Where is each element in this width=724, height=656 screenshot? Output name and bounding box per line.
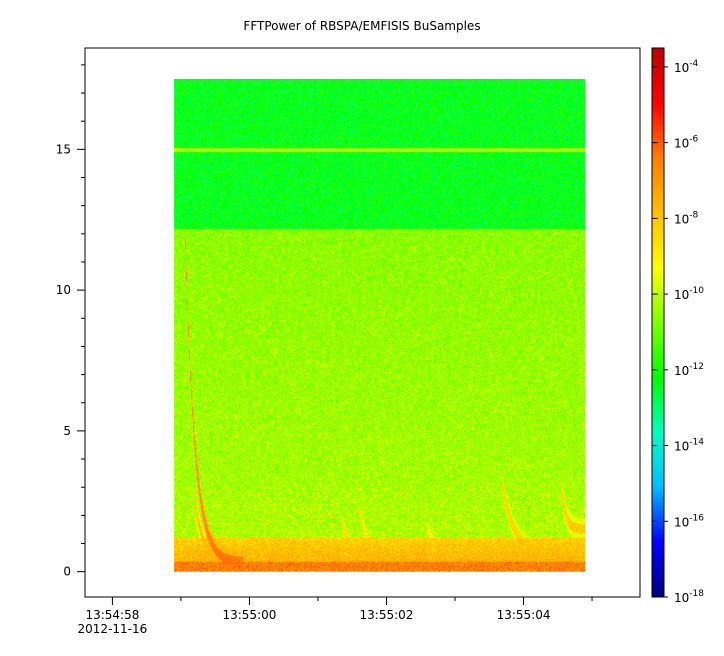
colorbar-gradient bbox=[652, 48, 664, 597]
x-tick-label: 13:54:58 bbox=[85, 608, 139, 622]
colorbar-ticks: 10-4 10-6 10-8 10-10 10-12 10-14 10-16 10-18 bbox=[652, 59, 704, 605]
colorbar: 10-4 10-6 10-8 10-10 10-12 10-14 10-16 10-18 bbox=[651, 47, 704, 605]
x-tick-label: 13:55:00 bbox=[222, 608, 276, 622]
y-axis: 0 5 10 15 bbox=[56, 64, 85, 579]
colorbar-tick-label: 10-16 bbox=[674, 513, 704, 529]
colorbar-tick-label: 10-4 bbox=[674, 59, 699, 75]
chart-title: FFTPower of RBSPA/EMFISIS BuSamples bbox=[243, 19, 480, 33]
colorbar-tick-label: 10-14 bbox=[674, 438, 704, 454]
y-tick-label: 5 bbox=[63, 424, 71, 438]
spectrogram-image bbox=[174, 79, 586, 572]
x-tick-label: 13:55:04 bbox=[497, 608, 551, 622]
y-tick-label: 10 bbox=[56, 283, 71, 297]
colorbar-tick-label: 10-8 bbox=[674, 210, 699, 226]
x-tick-sublabel: 2012-11-16 bbox=[78, 622, 148, 636]
colorbar-tick-label: 10-10 bbox=[674, 286, 704, 302]
colorbar-tick-label: 10-6 bbox=[674, 135, 699, 151]
y-tick-label: 0 bbox=[63, 565, 71, 579]
y-tick-label: 15 bbox=[56, 142, 71, 156]
x-tick-label: 13:55:02 bbox=[360, 608, 414, 622]
spectrogram-raster bbox=[174, 79, 586, 572]
colorbar-tick-label: 10-12 bbox=[674, 362, 704, 378]
colorbar-tick-label: 10-18 bbox=[674, 589, 704, 605]
